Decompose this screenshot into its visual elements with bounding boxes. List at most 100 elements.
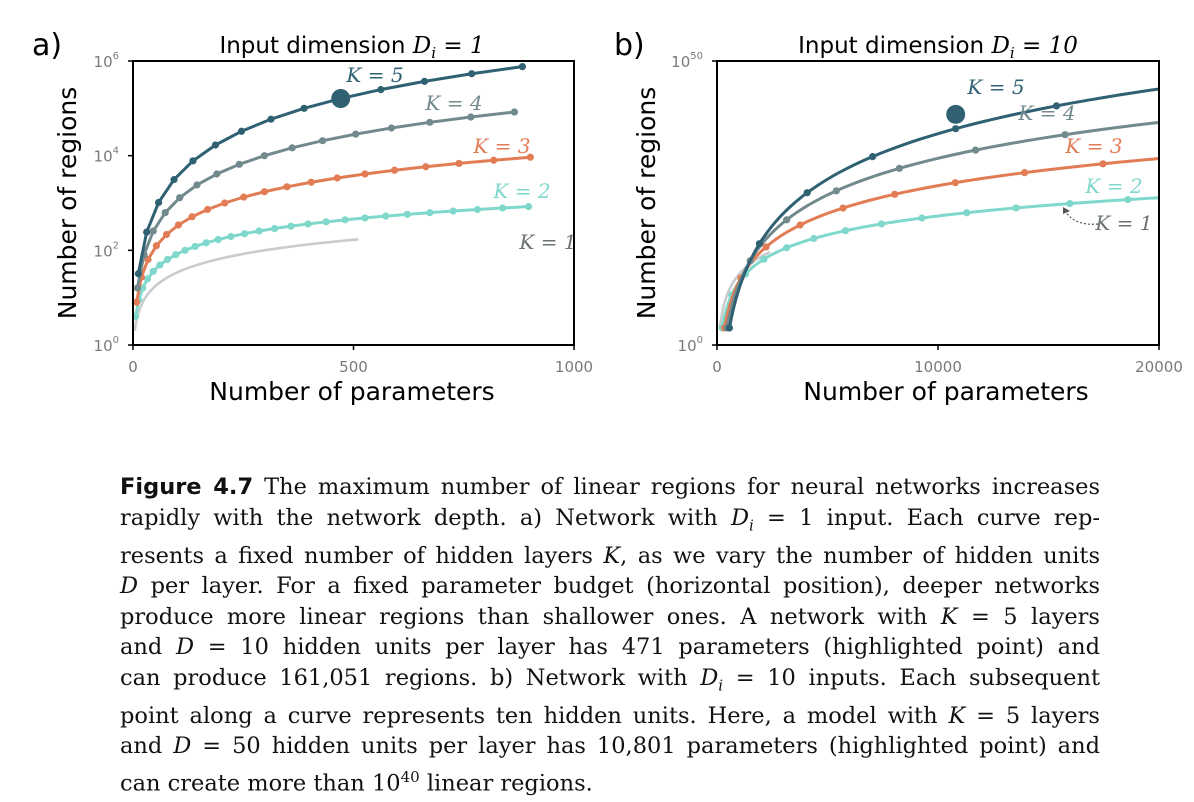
point-b-k3-4 (796, 221, 804, 229)
point-a-k5-12 (420, 77, 429, 85)
caption-line-3: resents a fixed number of hidden layers … (120, 542, 1101, 569)
point-a-k3-18 (455, 159, 463, 168)
line-a-k4 (135, 110, 515, 289)
point-a-k5-1 (134, 270, 142, 278)
k1-label-arrowhead (1063, 207, 1070, 214)
point-b-k5-4 (869, 152, 877, 161)
point-a-k3-7 (188, 213, 196, 221)
k1-label-arrow (1065, 211, 1099, 225)
y-axis-label-b: Number of regions (632, 87, 661, 320)
panel-a-plot-area (133, 63, 534, 331)
point-a-k4-11 (319, 137, 327, 145)
point-a-k5-2 (143, 228, 151, 236)
point-b-k4-3 (783, 216, 791, 224)
point-a-k2-21 (361, 214, 369, 222)
series-label-b-k5: K = 5 (966, 75, 1024, 99)
point-a-k2-5 (149, 267, 157, 275)
point-b-k3-8 (1021, 169, 1029, 177)
point-a-k3-16 (390, 166, 399, 174)
point-a-k4-10 (288, 144, 296, 152)
point-b-k4-7 (1061, 131, 1069, 139)
point-a-k3-12 (283, 183, 291, 191)
point-b-k3-9 (1099, 160, 1107, 168)
point-a-k3-19 (490, 156, 498, 164)
point-b-k4-5 (895, 164, 903, 172)
point-b-k4-6 (971, 146, 980, 154)
point-a-k3-3 (144, 255, 152, 264)
point-a-k3-5 (162, 230, 171, 239)
point-a-k2-4 (143, 275, 152, 283)
y-tick-label-b-1: 1050 (671, 51, 703, 71)
point-a-k2-20 (341, 216, 349, 224)
panel-b (718, 87, 1171, 332)
point-a-k3-1 (133, 298, 141, 306)
point-b-k5-1 (725, 324, 733, 332)
point-a-k5-8 (267, 115, 275, 123)
y-tick-label-a-2: 104 (94, 146, 119, 166)
line-a-k3 (135, 155, 531, 303)
point-b-k2-13 (1124, 195, 1132, 204)
point-a-k4-15 (467, 113, 475, 121)
caption-line-6: and D = 10 hidden units per layer has 47… (120, 634, 1100, 660)
series-label-a-k3: K = 3 (472, 134, 530, 158)
point-b-k3-5 (839, 204, 847, 212)
caption-line-4: D per layer. For a fixed parameter budge… (120, 573, 1100, 599)
point-a-k2-12 (214, 235, 222, 244)
series-a-k5 (134, 63, 527, 278)
point-b-k4-8 (1164, 118, 1171, 125)
series-label-a-k1: K = 1 (518, 230, 576, 254)
point-a-k5-9 (300, 104, 308, 112)
y-axis-label-a: Number of regions (53, 87, 82, 320)
plot-frame-a (132, 60, 575, 346)
point-b-k5-5 (952, 125, 960, 133)
series-a-k2 (133, 202, 533, 321)
panel-title-b: Input dimension Di = 10 (798, 33, 1078, 62)
line-a-k1 (133, 238, 359, 331)
point-a-k3-15 (361, 170, 369, 178)
point-b-k3-7 (951, 179, 959, 187)
caption-line-1: Figure 4.7 The maximum number of linear … (120, 474, 1101, 500)
point-a-k4-13 (387, 124, 396, 132)
point-a-k3-14 (333, 174, 341, 182)
caption-line-2: rapidly with the network depth. a) Netwo… (120, 504, 1100, 535)
point-a-k5-3 (154, 198, 163, 207)
series-a-k1 (133, 238, 359, 331)
point-a-k2-13 (227, 232, 235, 241)
caption-figure-label: Figure 4.7 (120, 474, 254, 500)
point-b-k5-6 (1052, 102, 1061, 110)
point-b-k2-5 (783, 244, 791, 252)
point-a-k2-11 (202, 239, 210, 247)
point-a-k2-26 (473, 205, 482, 214)
point-a-k5-13 (468, 70, 476, 78)
point-a-k4-7 (213, 170, 221, 178)
point-a-k2-19 (322, 218, 330, 226)
x-tick-label-b-0: 0 (712, 358, 722, 376)
point-a-k2-15 (255, 227, 263, 235)
series-b-k5 (725, 87, 1159, 332)
point-a-k2-25 (449, 207, 457, 215)
point-b-k5-3 (803, 189, 811, 197)
point-a-k2-23 (403, 210, 411, 218)
point-a-k4-8 (235, 160, 243, 168)
series-a-k3 (133, 153, 534, 306)
point-a-k4-12 (352, 130, 360, 138)
x-tick-label-b-1: 10000 (914, 358, 962, 376)
highlight-point-b (946, 104, 966, 124)
point-a-k4-5 (176, 194, 184, 202)
point-b-k2-11 (1012, 204, 1020, 212)
series-label-b-k4: K = 4 (1017, 101, 1075, 125)
series-label-a-k5: K = 5 (345, 63, 403, 87)
point-a-k2-17 (287, 222, 295, 230)
panel-a (133, 63, 534, 331)
x-tick-label-a-0: 0 (128, 358, 138, 376)
point-a-k2-27 (498, 204, 507, 212)
point-a-k4-16 (510, 108, 519, 116)
point-a-k3-4 (152, 242, 160, 250)
panel-letter-a: a) (32, 28, 62, 63)
point-b-k3-6 (891, 190, 899, 198)
point-b-k2-6 (810, 234, 818, 243)
point-a-k2-7 (163, 255, 171, 264)
line-a-k2 (134, 205, 529, 317)
x-tick-label-b-2: 20000 (1135, 358, 1183, 376)
point-a-k5-11 (377, 85, 385, 94)
